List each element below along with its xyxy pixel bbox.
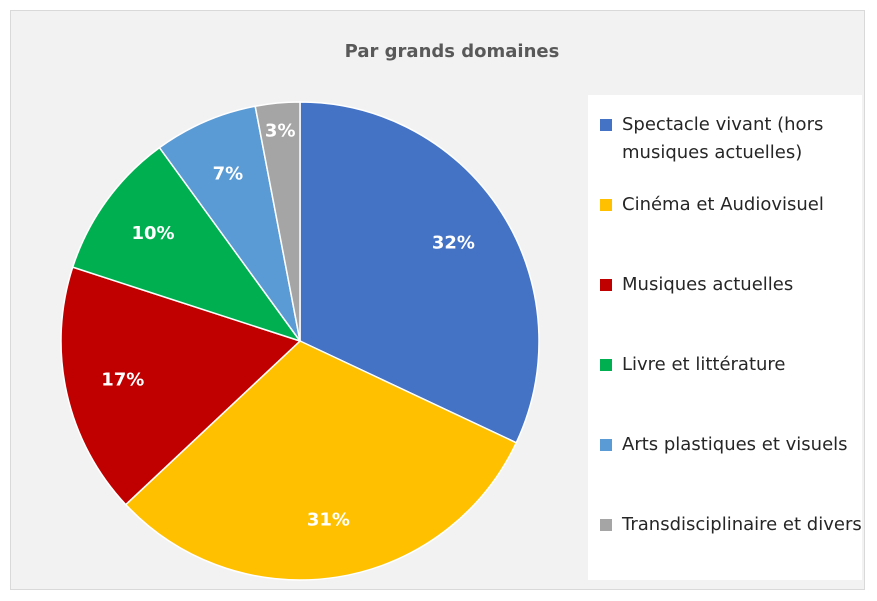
legend-item: Cinéma et Audiovisuel	[600, 191, 872, 219]
legend-swatch	[600, 279, 612, 291]
legend-label: Arts plastiques et visuels	[622, 434, 848, 455]
legend-item: Arts plastiques et visuels	[600, 431, 872, 459]
pie-slice	[60, 266, 302, 506]
legend-swatch	[600, 519, 612, 531]
chart-title: Par grands domaines	[345, 41, 560, 62]
pie-slice	[254, 101, 301, 342]
legend-item: Livre et littérature	[600, 351, 872, 379]
data-label: 3%	[265, 121, 296, 142]
legend-item: Musiques actuelles	[600, 271, 872, 299]
pie-slice	[299, 101, 540, 444]
legend-item: Transdisciplinaire et divers	[600, 511, 872, 539]
legend-label: Spectacle vivant (hors musiques actuelle…	[622, 114, 824, 163]
data-label: 31%	[307, 509, 350, 530]
legend-swatch	[600, 359, 612, 371]
legend-label: Livre et littérature	[622, 354, 786, 375]
data-label: 10%	[132, 223, 175, 244]
legend-label: Transdisciplinaire et divers	[622, 514, 862, 535]
data-label: 32%	[432, 233, 475, 254]
data-label: 7%	[213, 163, 244, 184]
legend-label: Musiques actuelles	[622, 274, 794, 295]
legend: Spectacle vivant (hors musiques actuelle…	[588, 95, 862, 580]
legend-swatch	[600, 119, 612, 131]
pie-slice	[158, 105, 301, 342]
legend-swatch	[600, 439, 612, 451]
data-label: 17%	[101, 370, 144, 391]
legend-label: Cinéma et Audiovisuel	[622, 194, 824, 215]
legend-swatch	[600, 199, 612, 211]
pie-slice	[71, 146, 302, 343]
legend-item: Spectacle vivant (hors musiques actuelle…	[600, 111, 872, 167]
pie-slice	[124, 340, 518, 581]
